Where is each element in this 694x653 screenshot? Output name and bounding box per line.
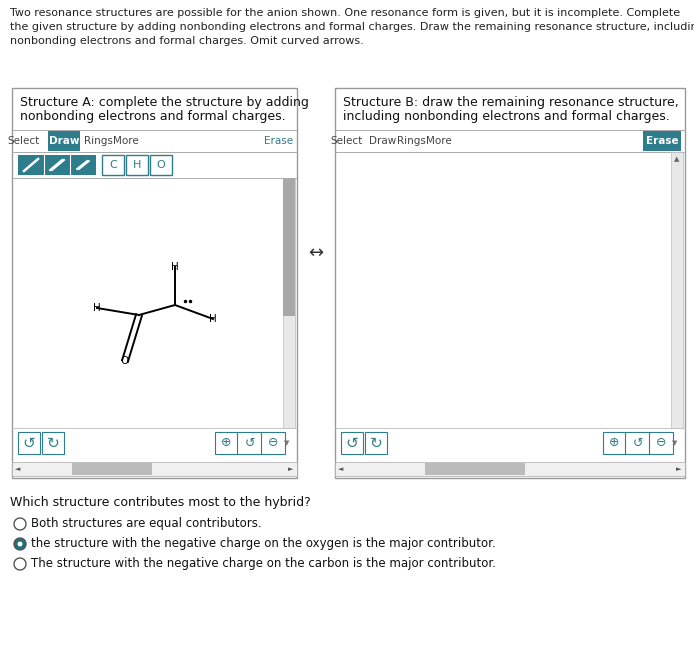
FancyBboxPatch shape: [603, 432, 673, 454]
Circle shape: [14, 538, 26, 550]
Text: H: H: [209, 314, 217, 324]
Text: Draw: Draw: [369, 136, 397, 146]
Text: More: More: [426, 136, 452, 146]
Text: H: H: [171, 262, 179, 272]
FancyBboxPatch shape: [335, 462, 685, 476]
Text: Structure A: complete the structure by adding: Structure A: complete the structure by a…: [20, 96, 309, 109]
FancyBboxPatch shape: [283, 178, 295, 315]
FancyBboxPatch shape: [102, 155, 124, 175]
FancyBboxPatch shape: [42, 432, 64, 454]
FancyBboxPatch shape: [18, 432, 40, 454]
Text: ↺: ↺: [346, 436, 358, 451]
Text: Structure B: draw the remaining resonance structure,: Structure B: draw the remaining resonanc…: [343, 96, 679, 109]
Text: C: C: [109, 160, 117, 170]
Text: Which structure contributes most to the hybrid?: Which structure contributes most to the …: [10, 496, 311, 509]
Text: Two resonance structures are possible for the anion shown. One resonance form is: Two resonance structures are possible fo…: [10, 8, 680, 18]
Text: H: H: [133, 160, 141, 170]
FancyBboxPatch shape: [341, 432, 363, 454]
FancyBboxPatch shape: [671, 152, 683, 428]
Text: Select: Select: [8, 136, 40, 146]
Text: O: O: [121, 356, 129, 366]
Text: nonbonding electrons and formal charges. Omit curved arrows.: nonbonding electrons and formal charges.…: [10, 36, 364, 46]
Text: ▼: ▼: [285, 440, 289, 446]
FancyBboxPatch shape: [335, 88, 685, 478]
FancyBboxPatch shape: [12, 88, 297, 478]
Text: ↔: ↔: [308, 244, 323, 262]
Text: ►: ►: [677, 466, 682, 472]
FancyBboxPatch shape: [365, 432, 387, 454]
Text: ⊖: ⊖: [268, 436, 278, 449]
Text: O: O: [157, 160, 165, 170]
Text: ⊖: ⊖: [656, 436, 666, 449]
FancyBboxPatch shape: [425, 463, 525, 475]
FancyBboxPatch shape: [48, 131, 80, 151]
Text: ▼: ▼: [672, 440, 677, 446]
Text: Erase: Erase: [264, 136, 294, 146]
FancyBboxPatch shape: [283, 178, 295, 428]
Circle shape: [17, 541, 22, 547]
Text: nonbonding electrons and formal charges.: nonbonding electrons and formal charges.: [20, 110, 286, 123]
Text: ↺: ↺: [23, 436, 35, 451]
Text: the given structure by adding nonbonding electrons and formal charges. Draw the : the given structure by adding nonbonding…: [10, 22, 694, 32]
Text: ↻: ↻: [46, 436, 60, 451]
FancyBboxPatch shape: [126, 155, 148, 175]
Text: H: H: [93, 303, 101, 313]
Text: More: More: [113, 136, 139, 146]
Text: Rings: Rings: [83, 136, 112, 146]
Text: Draw: Draw: [49, 136, 79, 146]
FancyBboxPatch shape: [150, 155, 172, 175]
Text: Erase: Erase: [645, 136, 678, 146]
Text: ▲: ▲: [675, 156, 679, 162]
FancyBboxPatch shape: [72, 463, 152, 475]
FancyBboxPatch shape: [18, 155, 96, 175]
Text: ↺: ↺: [633, 436, 643, 449]
Text: ◄: ◄: [338, 466, 344, 472]
Text: including nonbonding electrons and formal charges.: including nonbonding electrons and forma…: [343, 110, 670, 123]
Text: The structure with the negative charge on the carbon is the major contributor.: The structure with the negative charge o…: [31, 558, 496, 571]
Text: the structure with the negative charge on the oxygen is the major contributor.: the structure with the negative charge o…: [31, 537, 496, 550]
Circle shape: [14, 558, 26, 570]
Text: Select: Select: [331, 136, 363, 146]
Text: ►: ►: [288, 466, 294, 472]
Text: ⊕: ⊕: [609, 436, 619, 449]
Text: ⊕: ⊕: [221, 436, 231, 449]
Text: ↻: ↻: [370, 436, 382, 451]
FancyBboxPatch shape: [12, 462, 297, 476]
Text: ◄: ◄: [15, 466, 21, 472]
FancyBboxPatch shape: [643, 131, 681, 151]
Text: ↺: ↺: [245, 436, 255, 449]
Text: Both structures are equal contributors.: Both structures are equal contributors.: [31, 517, 262, 530]
Circle shape: [14, 518, 26, 530]
Text: Rings: Rings: [396, 136, 425, 146]
FancyBboxPatch shape: [215, 432, 285, 454]
